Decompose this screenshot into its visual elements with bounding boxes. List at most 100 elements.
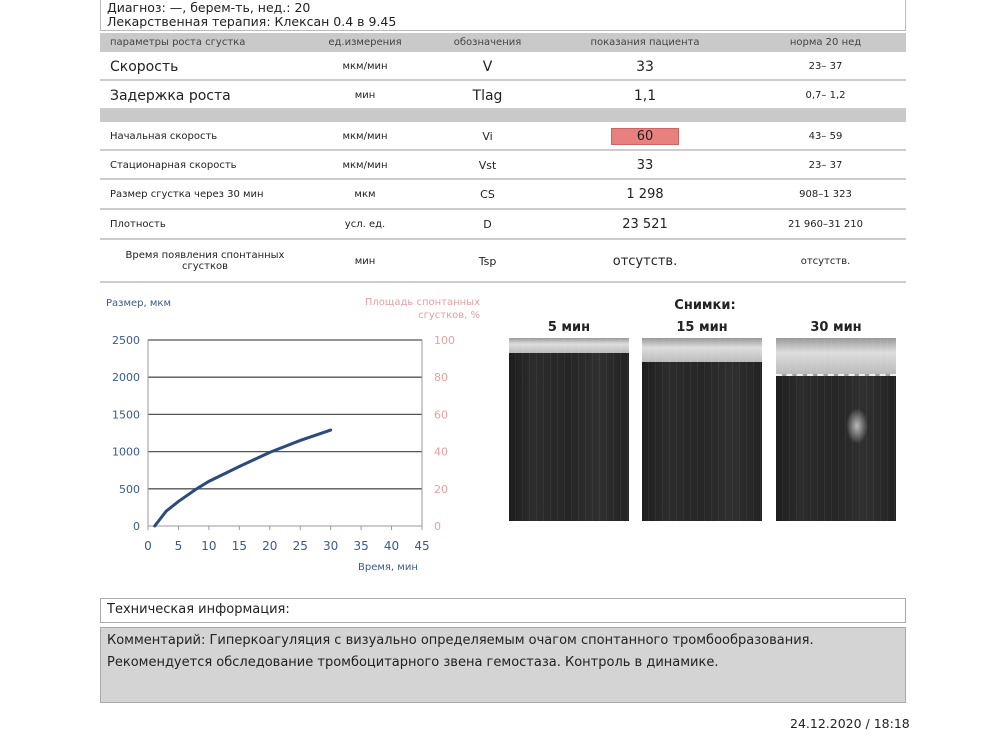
y2-tick-label: 0: [434, 520, 441, 533]
table-header: параметры роста сгустка ед.измерения обо…: [100, 33, 906, 52]
cell-symbol: Vi: [482, 129, 493, 143]
cell: Tlag: [430, 88, 545, 104]
y-axis-label: Размер, мкм: [106, 298, 172, 309]
cell: Vst: [430, 159, 545, 172]
cell: мкм/мин: [300, 160, 430, 171]
cell: 23– 37: [745, 160, 906, 171]
x-tick-label: 45: [414, 539, 429, 553]
cell-value: 60: [611, 127, 679, 145]
cell-unit: усл. ед.: [344, 219, 386, 230]
y2-axis-label: Площадь спонтанных сгустков, %: [364, 297, 480, 321]
cell-norm: отсутств.: [800, 255, 851, 267]
x-tick-label: 40: [384, 539, 399, 553]
cell: мин: [300, 90, 430, 101]
cell-norm: 23– 37: [808, 159, 843, 171]
cell: Tsp: [430, 255, 545, 268]
growth-chart: 0 500 1000 1500 2000 2500 0 20 40 60 80 100 0 5 10 15 20…: [100, 292, 500, 582]
x-tick-label: 25: [293, 539, 308, 553]
x-tick-label: 0: [144, 539, 152, 553]
cell: Начальная скорость: [100, 131, 300, 142]
patient-info-box: Диагноз: —, берем-ть, нед.: 20 Лекарстве…: [100, 0, 906, 31]
cell-norm: 0,7– 1,2: [805, 90, 846, 101]
cell-param: Стационарная скорость: [110, 159, 237, 171]
cell: усл. ед.: [300, 219, 430, 230]
cell-unit: мин: [354, 90, 376, 101]
separator-band: [100, 110, 906, 122]
x-tick-label: 5: [175, 539, 183, 553]
cell-param: Начальная скорость: [110, 130, 218, 142]
cell-symbol: Tsp: [478, 254, 497, 268]
y-tick-label: 500: [119, 483, 140, 496]
table-row: Стационарная скорость мкм/мин Vst 33 23– 37: [100, 152, 906, 180]
table-row: Плотность усл. ед. D 23 521 21 960–31 210: [100, 211, 906, 240]
cell-value: отсутств.: [612, 253, 678, 269]
cell-unit: мкм: [354, 189, 376, 200]
x-axis-label: Время, мин: [358, 562, 418, 573]
cell-unit: мин: [354, 255, 376, 267]
cell-value: 33: [636, 157, 654, 173]
x-tick-label: 10: [201, 539, 216, 553]
table-row: Скорость мкм/мин V 33 23– 37: [100, 54, 906, 81]
cell: Задержка роста: [100, 88, 300, 104]
therapy-text: Лекарственная терапия: Клексан 0.4 в 9.4…: [107, 14, 397, 29]
cell-value: 23 521: [622, 217, 668, 232]
cell-unit: мкм/мин: [342, 159, 388, 171]
cell-symbol: Tlag: [472, 87, 503, 104]
cell: Скорость: [100, 59, 300, 75]
cell: Время появления спонтанных сгустков: [100, 250, 300, 272]
cell-symbol: V: [482, 58, 493, 75]
cell: 0,7– 1,2: [745, 90, 906, 101]
cell-param: Размер сгустка через 30 мин: [110, 189, 264, 200]
cell: Стационарная скорость: [100, 160, 300, 171]
cell: Плотность: [100, 219, 300, 230]
table-row: Время появления спонтанных сгустков мин Ts…: [100, 241, 906, 283]
cell-value: 33: [636, 58, 654, 75]
clot-image-5min: [509, 338, 629, 521]
y-tick-label: 0: [133, 520, 140, 533]
cell: 33: [545, 59, 745, 75]
diagnosis-text: Диагноз: —, берем-ть, нед.: 20: [107, 0, 311, 15]
y2-tick-label: 100: [434, 334, 455, 347]
cell-symbol: Vst: [478, 158, 497, 172]
image-label-30: 30 мин: [810, 320, 862, 335]
cell-param: Скорость: [110, 58, 179, 75]
cell: мкм: [300, 189, 430, 200]
cell: 33: [545, 158, 745, 173]
cell-value: 1,1: [633, 87, 657, 104]
y-tick-label: 2000: [112, 371, 140, 384]
report-datetime: 24.12.2020 / 18:18: [790, 716, 910, 731]
cell: 60: [545, 127, 745, 145]
table-row: Задержка роста мин Tlag 1,1 0,7– 1,2: [100, 83, 906, 110]
cell: Размер сгустка через 30 мин: [100, 189, 300, 200]
table-row: Начальная скорость мкм/мин Vi 60 43– 59: [100, 123, 906, 151]
cell: 43– 59: [745, 131, 906, 142]
y2-tick-label: 40: [434, 446, 448, 459]
cell-unit: мкм/мин: [342, 61, 388, 72]
y2-tick-label: 20: [434, 483, 448, 496]
image-label-5: 5 мин: [547, 320, 591, 335]
cell: мин: [300, 256, 430, 267]
cell: V: [430, 59, 545, 75]
x-tick-label: 30: [323, 539, 338, 553]
cell-norm: 908–1 323: [799, 189, 852, 200]
cell-norm: 43– 59: [808, 130, 843, 142]
y2-tick-label: 80: [434, 371, 448, 384]
col-unit: ед.измерения: [328, 37, 402, 48]
cell: 23 521: [545, 217, 745, 232]
cell: 1,1: [545, 88, 745, 104]
y-tick-label: 1000: [112, 446, 140, 459]
cell-value: 1 298: [626, 187, 664, 202]
cell-norm: 21 960–31 210: [788, 219, 863, 230]
cell-symbol: CS: [480, 188, 495, 201]
y-tick-label: 2500: [112, 334, 140, 347]
cell: 908–1 323: [745, 189, 906, 200]
image-label-15: 15 мин: [676, 320, 728, 335]
cell-unit: мкм/мин: [342, 130, 388, 142]
cell: Vi: [430, 130, 545, 143]
cell: CS: [430, 188, 545, 201]
col-value: показания пациента: [590, 37, 700, 48]
comment-box: Комментарий: Гиперкоагуляция с визуально…: [100, 627, 906, 703]
cell-param: Задержка роста: [110, 87, 231, 104]
y-tick-label: 1500: [112, 408, 140, 421]
